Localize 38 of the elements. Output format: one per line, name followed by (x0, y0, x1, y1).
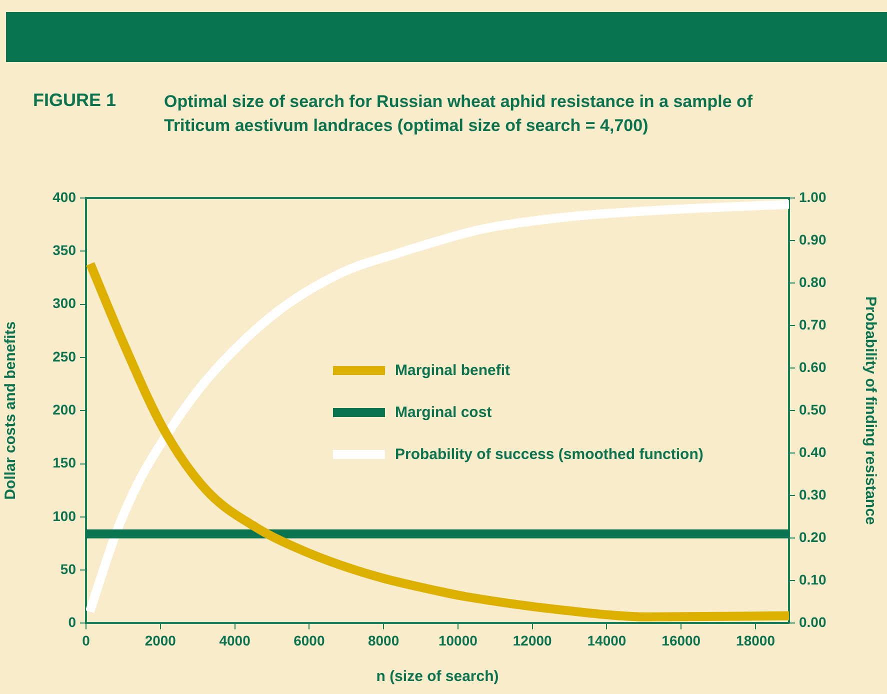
x-tick-label: 0 (82, 632, 90, 648)
legend-label: Marginal benefit (395, 362, 510, 378)
y-tick-label: 400 (52, 188, 76, 205)
legend-label: Probability of success (smoothed function) (395, 446, 704, 462)
y2-tick-label: 0.40 (799, 444, 826, 460)
y2-tick-label: 0.20 (799, 529, 826, 546)
y2-tick-label: 0.70 (799, 316, 826, 332)
x-tick-label: 12000 (512, 632, 552, 648)
x-tick-label: 4000 (219, 632, 251, 648)
y2-axis-title: Probability of finding resistance (862, 296, 879, 525)
y2-tick-label: 0.90 (799, 231, 826, 248)
x-axis-title: n (size of search) (376, 668, 499, 686)
y2-tick-label: 0.60 (799, 358, 826, 375)
x-tick-label: 2000 (144, 632, 176, 648)
y2-tick-label: 0.80 (799, 274, 826, 290)
x-tick-label: 18000 (736, 632, 776, 648)
chart-title: Optimal size of search for Russian wheat aphid resistance in a sample of Triticum aestivum landraces (optimal size of search = 4,700) (164, 91, 754, 137)
y2-tick-label: 0.50 (799, 401, 826, 418)
x-tick-label: 16000 (662, 632, 701, 648)
y2-tick-label: 0.00 (799, 614, 826, 630)
legend-label: Marginal cost (395, 404, 492, 420)
y-tick-label: 0 (68, 614, 76, 630)
y-tick-label: 300 (52, 295, 76, 312)
y-tick-label: 350 (52, 242, 76, 258)
y-tick-label: 200 (52, 401, 76, 418)
y-tick-label: 50 (60, 560, 76, 577)
y-tick-label: 250 (52, 348, 76, 364)
x-tick-label: 8000 (368, 632, 400, 648)
caption: FIGURE 1 (33, 90, 116, 111)
y2-tick-label: 1.00 (799, 188, 826, 205)
y2-tick-label: 0.30 (799, 486, 826, 502)
x-tick-label: 10000 (438, 632, 478, 648)
y-tick-label: 100 (52, 508, 76, 524)
y-tick-label: 150 (52, 454, 76, 471)
x-tick-label: 14000 (587, 632, 626, 648)
y2-tick-label: 0.10 (799, 572, 826, 588)
x-tick-label: 6000 (294, 632, 325, 648)
y-axis-title: Dollar costs and benefits (2, 321, 20, 500)
